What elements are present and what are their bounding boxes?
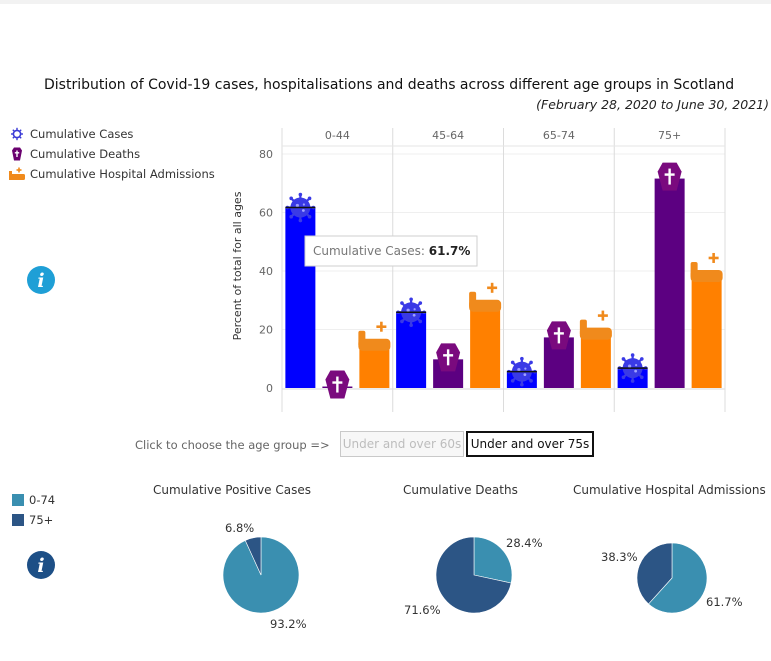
pie-label-deaths-75-plus: 71.6% xyxy=(404,603,441,617)
y-tick-label: 0 xyxy=(266,382,273,395)
y-axis-label: Percent of total for all ages xyxy=(231,191,244,340)
bar-marker-cases-icon xyxy=(506,356,537,387)
legend-label-deaths: Cumulative Deaths xyxy=(30,147,141,161)
bar-cases-0-44[interactable] xyxy=(285,207,316,388)
chooser-label: Click to choose the age group => xyxy=(135,438,330,452)
bar-marker-hospital-icon xyxy=(358,321,391,351)
page-title: Distribution of Covid-19 cases, hospital… xyxy=(44,77,735,93)
tooltip: Cumulative Cases: 61.7% xyxy=(304,235,478,267)
pie-slice-75-plus[interactable] xyxy=(636,542,673,605)
legend-swatch-0-74 xyxy=(12,494,24,506)
legend-label-cases: Cumulative Cases xyxy=(30,127,134,141)
y-tick-label: 20 xyxy=(259,324,273,337)
bar-marker-deaths-icon xyxy=(436,343,461,372)
category-label: 0-44 xyxy=(325,129,350,142)
bar-marker-cases-icon xyxy=(617,353,648,383)
toggle-under-over-75s[interactable]: Under and over 75s xyxy=(466,431,594,457)
bar-marker-hospital-icon xyxy=(690,252,723,282)
pie-slice-75-plus[interactable] xyxy=(244,536,262,576)
y-tick-label: 40 xyxy=(259,265,273,278)
pie-chart-deaths xyxy=(435,536,513,614)
bar-marker-deaths-icon xyxy=(325,370,350,399)
pie-title-cases: Cumulative Positive Cases xyxy=(153,483,311,497)
bar-marker-hospital-icon xyxy=(579,310,612,340)
category-label: 65-74 xyxy=(543,129,575,142)
pie-label-cases-0-74: 93.2% xyxy=(270,617,307,631)
pie-chart-cases xyxy=(222,536,300,614)
info-icon[interactable]: i xyxy=(27,266,55,294)
pie-label-hospital-0-74: 61.7% xyxy=(706,595,743,609)
legend-item-cases[interactable]: Cumulative Cases xyxy=(8,124,215,144)
info-icon-pies[interactable]: i xyxy=(27,551,55,579)
pie-label-deaths-0-74: 28.4% xyxy=(506,536,543,550)
hospital-bed-icon xyxy=(9,167,25,180)
pie-slice-75-plus[interactable] xyxy=(435,536,512,614)
bar-hospital-75+[interactable] xyxy=(691,275,722,388)
tooltip-label: Cumulative Cases: 61.7% xyxy=(313,244,470,258)
pie-slice-0-74[interactable] xyxy=(473,536,513,584)
category-label: 75+ xyxy=(658,129,681,142)
pie-chart-hospital xyxy=(636,542,708,614)
toggle-under-over-60s[interactable]: Under and over 60s xyxy=(340,431,464,457)
bar-marker-cases-icon xyxy=(285,192,316,223)
bar-chart: 0 20 40 60 80 Percent of total for all ages 0-… xyxy=(231,128,726,412)
bar-hospital-65-74[interactable] xyxy=(580,333,611,388)
y-tick-label: 80 xyxy=(259,148,273,161)
bar-marker-deaths-icon xyxy=(546,321,571,350)
pie-title-deaths: Cumulative Deaths xyxy=(403,483,518,497)
bar-deaths-75+[interactable] xyxy=(654,178,685,388)
legend-item-hospital[interactable]: Cumulative Hospital Admissions xyxy=(8,164,215,184)
y-tick-label: 60 xyxy=(259,207,273,220)
svg-text:i: i xyxy=(37,555,44,577)
legend-item-deaths[interactable]: Cumulative Deaths xyxy=(8,144,215,164)
category-label: 45-64 xyxy=(432,129,464,142)
bar-marker-deaths-icon xyxy=(657,162,682,191)
page-subtitle: (February 28, 2020 to June 30, 2021) xyxy=(536,97,769,112)
pie-label-cases-75-plus: 6.8% xyxy=(225,521,255,535)
legend-label-hospital: Cumulative Hospital Admissions xyxy=(30,167,215,181)
virus-icon xyxy=(11,127,23,141)
top-bar xyxy=(0,0,771,4)
bar-marker-hospital-icon xyxy=(469,282,502,312)
legend-label-0-74: 0-74 xyxy=(29,493,56,507)
tooltip-value: 61.7% xyxy=(429,244,471,258)
chart-legend: Cumulative Cases Cumulative Deaths Cumul… xyxy=(8,124,215,184)
pie-title-hospital: Cumulative Hospital Admissions xyxy=(573,483,766,497)
coffin-icon xyxy=(12,147,22,161)
legend-item-0-74[interactable]: 0-74 xyxy=(12,490,55,510)
legend-swatch-75-plus xyxy=(12,514,24,526)
pie-slice-0-74[interactable] xyxy=(648,542,708,614)
legend-label-75-plus: 75+ xyxy=(29,513,54,527)
bar-marker-cases-icon xyxy=(396,297,427,328)
legend-item-75-plus[interactable]: 75+ xyxy=(12,510,55,530)
bar-hospital-0-44[interactable] xyxy=(359,344,390,388)
bar-hospital-45-64[interactable] xyxy=(470,305,501,388)
pie-legend: 0-74 75+ xyxy=(12,490,55,530)
svg-text:i: i xyxy=(37,270,44,292)
pie-label-hospital-75-plus: 38.3% xyxy=(601,550,638,564)
